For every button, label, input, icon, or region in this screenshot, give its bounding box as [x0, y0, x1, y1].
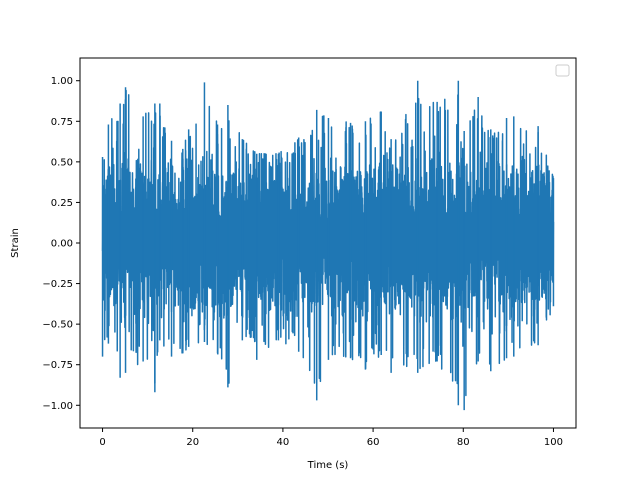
x-tick-label: 0 — [99, 437, 105, 448]
series-layer — [101, 80, 555, 411]
x-tick-label: 20 — [186, 437, 199, 448]
x-axis: 0 20 40 60 80 100 — [99, 428, 563, 448]
y-tick-label: 0.50 — [51, 157, 73, 168]
x-tick-label: 60 — [367, 437, 380, 448]
y-tick-label: −0.25 — [42, 279, 73, 290]
x-tick-label: 40 — [277, 437, 290, 448]
y-tick-label: 1.00 — [51, 76, 73, 87]
legend-box — [555, 64, 570, 77]
y-tick-label: 0.00 — [51, 239, 73, 250]
y-tick-label: 0.75 — [51, 117, 73, 128]
x-tick-label: 80 — [457, 437, 470, 448]
x-axis-label: Time (s) — [307, 460, 349, 471]
plot-area — [101, 80, 555, 411]
y-axis-label: Strain — [10, 228, 21, 258]
y-tick-label: 0.25 — [51, 198, 73, 209]
x-tick-label: 100 — [544, 437, 563, 448]
y-tick-label: −0.75 — [42, 360, 73, 371]
y-axis: −1.00 −0.75 −0.50 −0.25 0.00 0.25 0.50 0.75 1.00 — [42, 76, 80, 412]
y-tick-label: −0.50 — [42, 320, 73, 331]
y-tick-label: −1.00 — [42, 401, 73, 412]
